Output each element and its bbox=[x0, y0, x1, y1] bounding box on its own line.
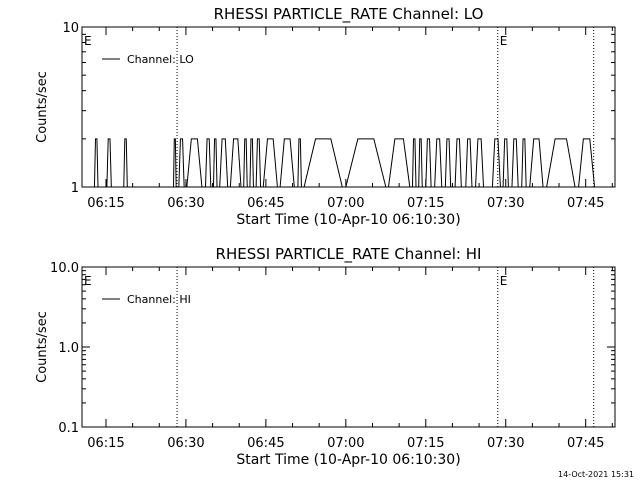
series-line bbox=[82, 138, 615, 188]
x-tick-label: 07:00 bbox=[327, 196, 364, 211]
x-tick-label: 07:45 bbox=[567, 436, 604, 451]
x-tick-label: 07:15 bbox=[407, 436, 444, 451]
x-tick-label: 07:00 bbox=[327, 436, 364, 451]
y-tick-label: 10.0 bbox=[50, 261, 79, 276]
x-tick-label: 06:30 bbox=[167, 196, 204, 211]
x-tick-label: 06:15 bbox=[87, 196, 124, 211]
chart-title: RHESSI PARTICLE_RATE Channel: LO bbox=[214, 5, 484, 24]
x-tick-label: 06:30 bbox=[167, 436, 204, 451]
legend-label: Channel: HI bbox=[127, 293, 191, 306]
x-tick-label: 07:30 bbox=[487, 196, 524, 211]
event-marker-label: E bbox=[84, 274, 92, 288]
plot-frame bbox=[81, 266, 616, 428]
chart-title: RHESSI PARTICLE_RATE Channel: HI bbox=[216, 245, 482, 264]
y-tick-label: 10 bbox=[62, 21, 79, 36]
y-tick-label: 0.1 bbox=[58, 421, 79, 436]
footer-timestamp: 14-Oct-2021 15:31 bbox=[558, 470, 634, 479]
x-tick-label: 07:30 bbox=[487, 436, 524, 451]
x-tick-label: 06:15 bbox=[87, 436, 124, 451]
y-tick-label: 1 bbox=[71, 181, 79, 196]
x-tick-label: 07:45 bbox=[567, 196, 604, 211]
y-axis-label: Counts/sec bbox=[35, 311, 50, 383]
event-marker-label: E bbox=[500, 34, 508, 48]
x-tick-label: 06:45 bbox=[247, 196, 284, 211]
y-tick-label: 1.0 bbox=[58, 341, 79, 356]
x-tick-label: 06:45 bbox=[247, 436, 284, 451]
x-axis-label: Start Time (10-Apr-10 06:10:30) bbox=[236, 452, 460, 468]
legend-label: Channel: LO bbox=[127, 53, 194, 66]
plot-frame bbox=[81, 26, 616, 188]
x-axis-label: Start Time (10-Apr-10 06:10:30) bbox=[236, 212, 460, 228]
event-marker-label: E bbox=[500, 274, 508, 288]
y-axis-label: Counts/sec bbox=[35, 71, 50, 143]
event-marker-label: E bbox=[84, 34, 92, 48]
x-tick-label: 07:15 bbox=[407, 196, 444, 211]
